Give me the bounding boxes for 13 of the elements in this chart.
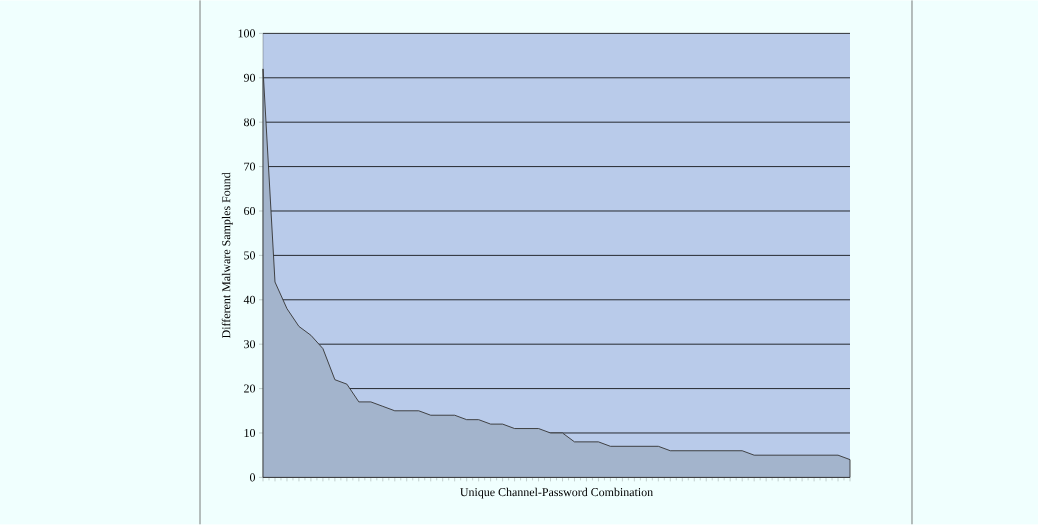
y-tick-label: 100 xyxy=(238,29,256,38)
y-tick-label: 80 xyxy=(243,118,256,127)
y-tick-label: 90 xyxy=(243,73,256,82)
y-tick-label: 70 xyxy=(244,162,256,171)
x-axis-title: Unique Channel-Password Combination xyxy=(460,487,653,499)
y-tick-label: 10 xyxy=(244,429,256,438)
y-tick-label: 0 xyxy=(249,473,256,482)
y-tick-label: 40 xyxy=(243,295,256,304)
y-tick-label: 50 xyxy=(244,251,256,260)
y-tick-label: 30 xyxy=(244,340,256,349)
y-tick-label: 60 xyxy=(244,207,256,216)
y-axis-title: Different Malware Samples Found xyxy=(221,172,233,339)
y-tick-label: 20 xyxy=(244,384,256,393)
